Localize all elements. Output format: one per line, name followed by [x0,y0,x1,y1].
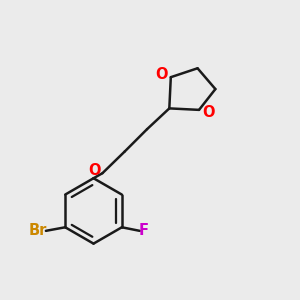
Text: O: O [202,105,215,120]
Text: Br: Br [28,223,47,238]
Text: O: O [88,163,100,178]
Text: O: O [155,67,167,82]
Text: F: F [139,223,149,238]
